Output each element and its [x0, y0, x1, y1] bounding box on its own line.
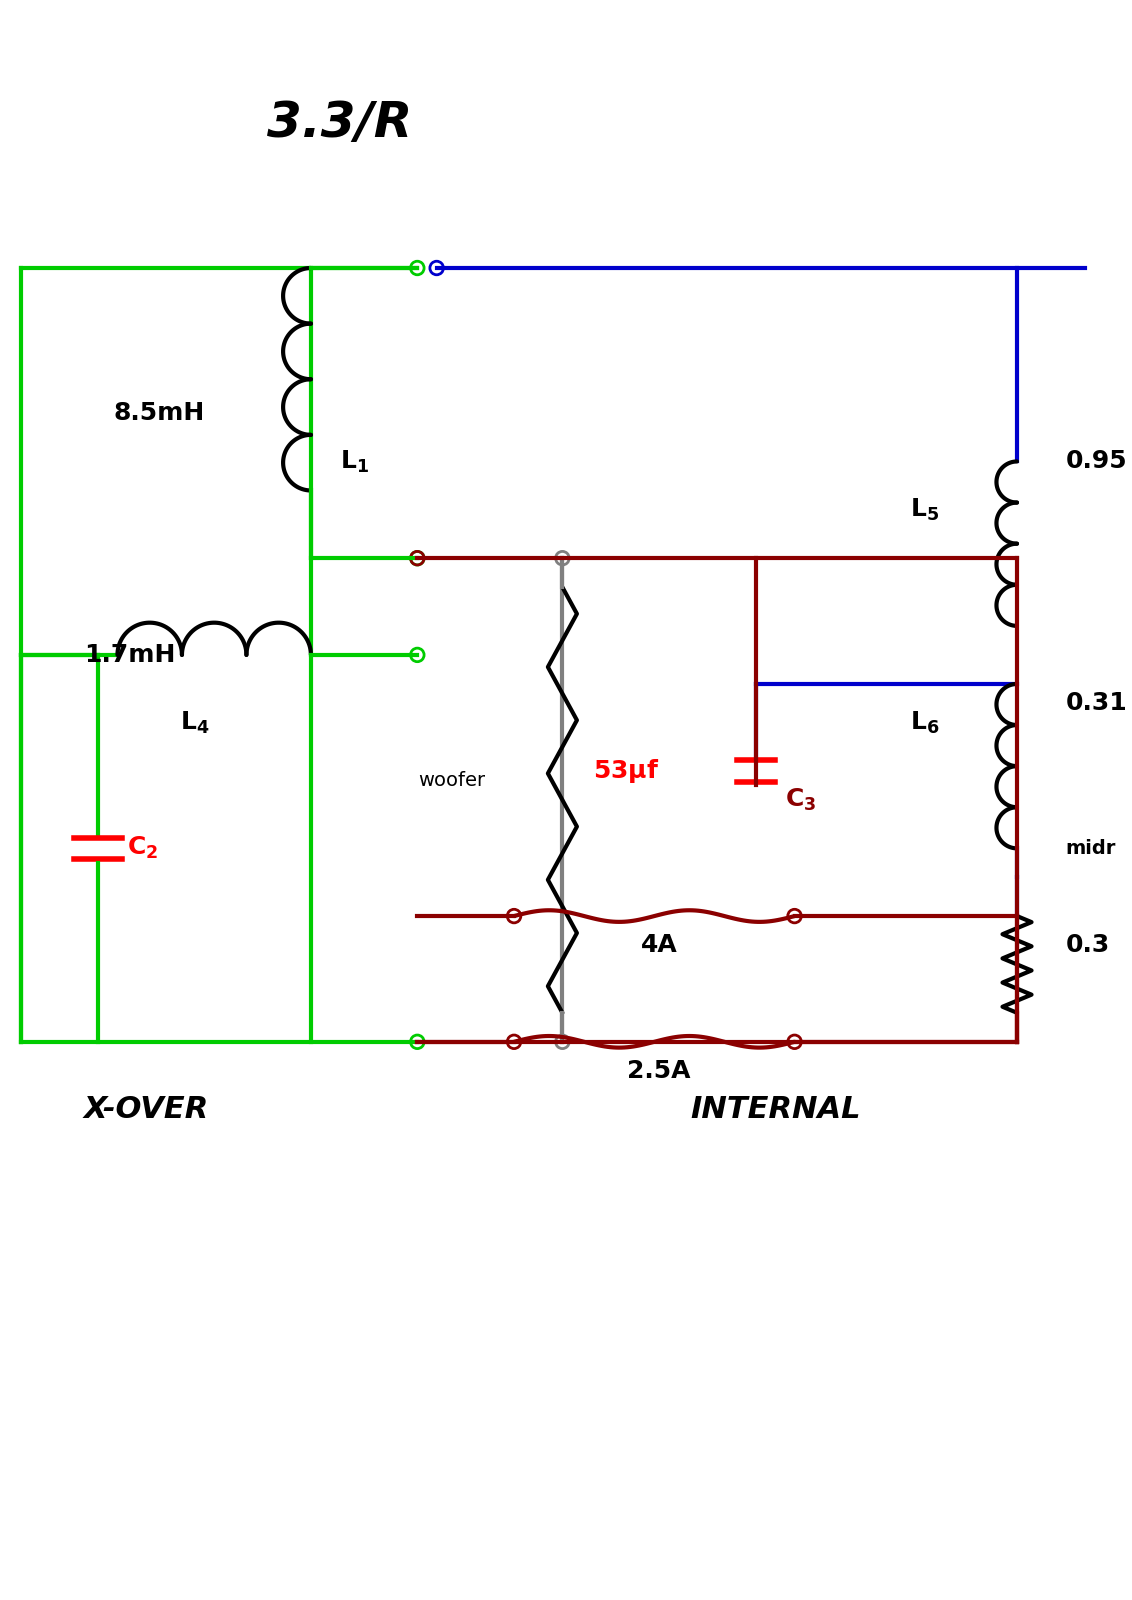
Text: $\mathbf{L_4}$: $\mathbf{L_4}$ — [180, 709, 209, 736]
Text: $\mathbf{L_1}$: $\mathbf{L_1}$ — [340, 448, 369, 475]
Text: $\mathbf{53\mu f}$: $\mathbf{53\mu f}$ — [593, 757, 659, 786]
Text: $\mathbf{C_3}$: $\mathbf{C_3}$ — [784, 787, 816, 813]
Text: 4A: 4A — [641, 933, 678, 957]
Text: 0.31: 0.31 — [1065, 691, 1127, 715]
Text: $\mathbf{C_2}$: $\mathbf{C_2}$ — [127, 835, 158, 861]
Text: midr: midr — [1065, 838, 1116, 858]
Text: INTERNAL: INTERNAL — [689, 1094, 860, 1125]
Text: woofer: woofer — [418, 771, 484, 790]
Text: 3.3/R: 3.3/R — [267, 99, 412, 147]
Text: 8.5mH: 8.5mH — [113, 402, 205, 426]
Text: 0.95: 0.95 — [1065, 450, 1127, 474]
Text: $\mathbf{L_6}$: $\mathbf{L_6}$ — [910, 709, 940, 736]
Text: 0.3: 0.3 — [1065, 933, 1109, 957]
Text: 1.7mH: 1.7mH — [84, 643, 175, 667]
Text: 2.5A: 2.5A — [627, 1059, 691, 1083]
Text: X-OVER: X-OVER — [84, 1094, 209, 1125]
Text: $\mathbf{L_5}$: $\mathbf{L_5}$ — [910, 496, 940, 523]
